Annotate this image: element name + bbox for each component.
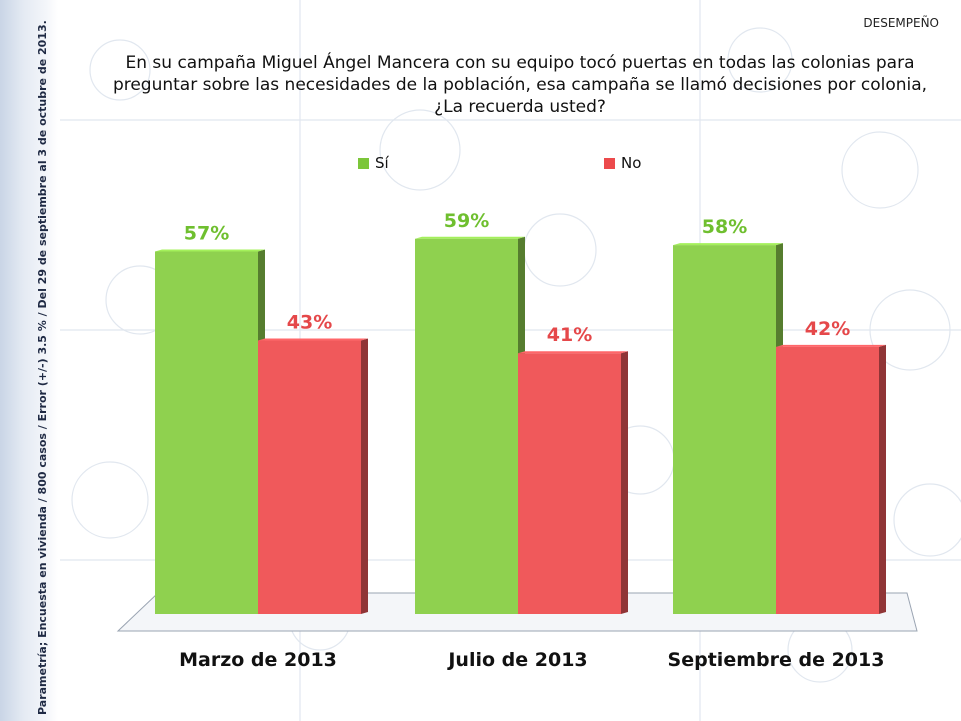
legend-item-no: No <box>604 154 641 172</box>
section-label: DESEMPEÑO <box>863 16 939 30</box>
legend-label-no: No <box>621 154 642 172</box>
bar-no-1 <box>258 340 361 614</box>
bar-si-1 <box>155 251 258 615</box>
legend-item-si: Sí <box>358 154 389 172</box>
bar-no-3 <box>776 346 879 614</box>
data-label-si-2: 59% <box>444 210 489 232</box>
bar-top-no-1 <box>258 338 368 341</box>
legend-label-si: Sí <box>375 154 389 172</box>
chart-title: En su campaña Miguel Ángel Mancera con s… <box>112 53 928 117</box>
legend-swatch-no <box>604 158 615 169</box>
left-decorative-band <box>0 0 58 721</box>
bar-side-no-1 <box>361 338 368 614</box>
bar-top-no-3 <box>776 344 886 347</box>
data-label-si-3: 58% <box>702 216 747 238</box>
data-label-no-1: 43% <box>287 312 332 334</box>
bar-no-2 <box>518 353 621 614</box>
bar-side-no-3 <box>879 344 886 614</box>
data-label-si-1: 57% <box>184 222 229 244</box>
category-label-3: Septiembre de 2013 <box>668 649 885 671</box>
category-label-1: Marzo de 2013 <box>179 649 337 671</box>
bar-top-no-2 <box>518 351 628 354</box>
bar-si-2 <box>415 238 518 614</box>
bar-side-no-2 <box>621 351 628 614</box>
bar-top-si-1 <box>155 249 265 252</box>
bar-top-si-2 <box>415 236 525 239</box>
category-label-2: Julio de 2013 <box>446 649 587 671</box>
bar-si-3 <box>673 245 776 614</box>
bar-top-si-3 <box>673 243 783 246</box>
legend-swatch-si <box>358 158 369 169</box>
data-label-no-3: 42% <box>805 318 850 340</box>
data-label-no-2: 41% <box>547 324 592 346</box>
